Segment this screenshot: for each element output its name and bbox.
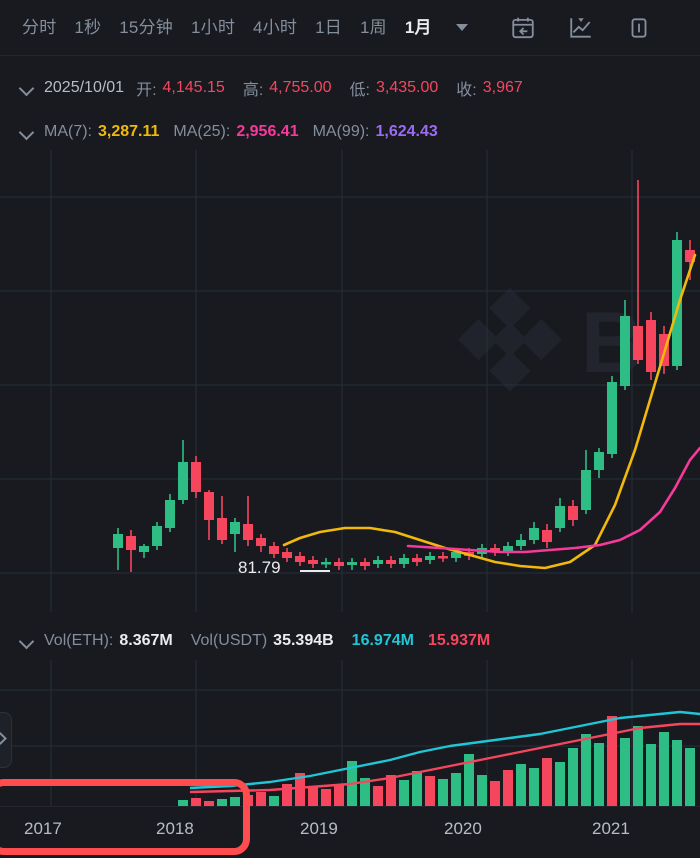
vol-ma2-value: 15.937M [427,632,491,649]
high-value: 4,755.00 [269,79,332,96]
vol-eth-label: Vol(ETH): [44,632,114,649]
ohlc-legend-row: 2025/10/01 开: 4,145.15 高: 4,755.00 低: 3,… [0,70,700,106]
close-value: 3,967 [482,79,523,96]
vol-ma1-value: 16.974M [351,632,414,649]
timeframe-tab-1h[interactable]: 1小时 [190,18,236,37]
x-tick-2021: 2021 [592,819,630,838]
price-marker-tick [300,570,330,572]
timeframe-tab-1d[interactable]: 1日 [315,18,342,37]
candlestick-chart[interactable] [0,150,700,612]
timeframe-tab-1month[interactable]: 1月 [404,18,432,37]
x-axis: 2017 2018 2019 2020 2021 [0,806,700,858]
x-tick-2019: 2019 [300,819,338,838]
x-tick-2020: 2020 [444,819,482,838]
low-value: 3,435.00 [376,79,439,96]
side-panel-toggle[interactable] [0,712,12,768]
ma99-value: 1,624.43 [375,123,438,140]
high-label: 高: [242,82,264,99]
close-label: 收: [456,82,477,99]
price-marker-label: 81.79 [238,558,281,577]
timeframe-tab-4h[interactable]: 4小时 [253,18,298,37]
ma-legend-row: MA(7): 3,287.11 MA(25): 2,956.41 MA(99):… [0,114,700,150]
vol-usdt-label: Vol(USDT) [190,632,268,649]
ma25-label: MA(25): [173,123,231,140]
collapse-chevron-icon[interactable] [20,81,34,95]
timeframe-tab-1w[interactable]: 1周 [359,18,387,37]
timeframe-tab-fenshi[interactable]: 分时 [22,18,57,37]
timeframe-tab-15m[interactable]: 15分钟 [119,18,173,37]
ma7-label: MA(7): [44,123,92,140]
vol-eth-value: 8.367M [119,632,173,649]
ma7-value: 3,287.11 [98,123,160,140]
x-tick-2017: 2017 [24,819,62,838]
open-label: 开: [136,82,157,99]
indicator-icon[interactable] [626,15,652,41]
calendar-back-icon[interactable] [510,15,536,41]
low-label: 低: [349,82,370,99]
chart-toolbar: 分时 1秒 15分钟 1小时 4小时 1日 1周 1月 [0,0,700,56]
collapse-chevron-icon[interactable] [20,634,34,648]
timeframe-tab-1s[interactable]: 1秒 [74,18,102,37]
toolbar-icons [510,15,652,41]
ma25-value: 2,956.41 [236,123,299,140]
ma99-label: MA(99): [312,123,370,140]
vol-usdt-value: 35.394B [273,632,334,649]
x-tick-2018: 2018 [156,819,194,838]
open-value: 4,145.15 [162,79,225,96]
volume-legend-row: Vol(ETH): 8.367M Vol(USDT) 35.394B 16.97… [0,623,700,659]
timeframe-tabs: 分时 1秒 15分钟 1小时 4小时 1日 1周 1月 [0,19,468,36]
ohlc-date: 2025/10/01 [44,79,125,96]
volume-chart[interactable] [0,660,700,806]
collapse-chevron-icon[interactable] [20,125,34,139]
line-chart-icon[interactable] [568,15,594,41]
chevron-down-icon[interactable] [455,24,468,31]
